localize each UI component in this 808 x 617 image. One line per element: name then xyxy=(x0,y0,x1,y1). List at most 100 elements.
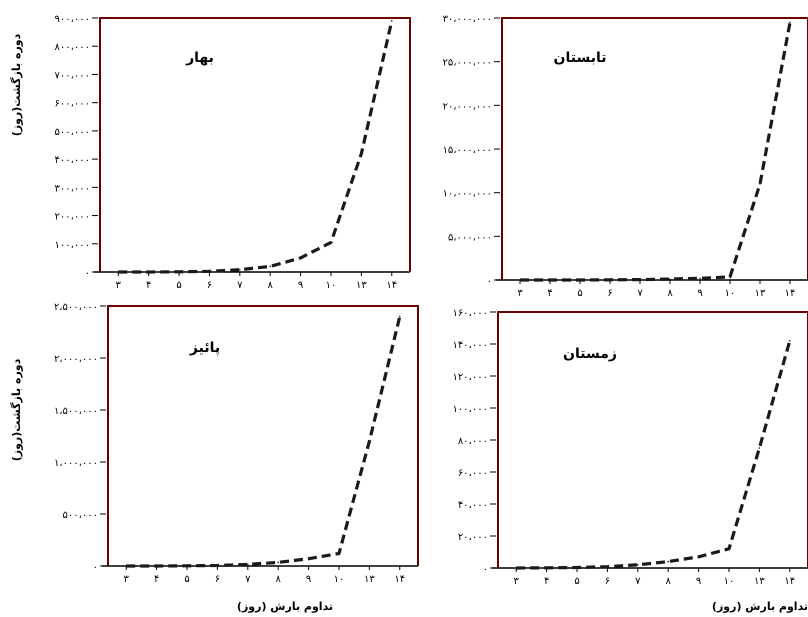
data-point xyxy=(639,278,641,281)
data-point xyxy=(155,565,158,567)
series-line xyxy=(520,22,792,282)
y-tick-label: ۱،۵۰۰،۰۰۰ xyxy=(54,406,98,417)
data-point xyxy=(277,561,279,564)
series-line xyxy=(126,316,402,568)
y-tick-label: ۹۰۰،۰۰۰ xyxy=(55,14,90,25)
y-tick-label: ۷۰۰،۰۰۰ xyxy=(55,70,90,81)
x-tick-label: ۶ xyxy=(215,574,220,585)
y-tick-label: ۲۰،۰۰۰ xyxy=(458,532,488,543)
y-tick-label: ۶۰۰،۰۰۰ xyxy=(55,99,90,110)
x-tick-label: ۷ xyxy=(237,280,243,291)
data-point xyxy=(269,265,271,268)
x-tick-label: ۱۰ xyxy=(724,576,735,587)
data-point xyxy=(579,279,581,281)
data-point xyxy=(338,552,340,555)
data-point xyxy=(606,565,609,568)
x-tick-label: ۸ xyxy=(268,280,274,291)
data-point xyxy=(147,271,150,273)
x-tick-label: ۱۰ xyxy=(326,280,337,291)
data-point xyxy=(789,21,791,24)
y-tick-label: ۱۲۰،۰۰۰ xyxy=(453,372,488,383)
y-tick-label: ۱۰۰،۰۰۰ xyxy=(55,240,90,251)
y-tick-label: ۱۵،۰۰۰،۰۰۰ xyxy=(443,145,492,156)
data-point xyxy=(699,277,701,280)
y-tick-label: ۴۰،۰۰۰ xyxy=(458,500,488,511)
x-tick-label: ۳ xyxy=(116,280,122,291)
x-tick-label: ۶ xyxy=(207,280,212,291)
series-line xyxy=(118,20,394,274)
y-tick-label: ۱،۰۰۰،۰۰۰ xyxy=(54,458,98,469)
x-tick-label: ۱۰ xyxy=(334,574,345,585)
data-point xyxy=(729,276,731,278)
y-tick-label: ۱۰۰،۰۰۰ xyxy=(453,404,488,415)
x-tick-label: ۵ xyxy=(574,576,579,587)
data-point xyxy=(758,447,761,449)
x-tick-label: ۶ xyxy=(605,576,610,587)
data-point xyxy=(545,567,548,569)
chart-title: زمستان xyxy=(563,346,617,362)
data-point xyxy=(247,563,249,566)
x-tick-label: ۴ xyxy=(146,280,151,291)
x-tick-label: ۵ xyxy=(176,280,181,291)
chart-title: پائیز xyxy=(189,340,220,356)
x-tick-label: ۷ xyxy=(637,288,643,299)
data-point xyxy=(307,557,310,560)
y-tick-label: ۶۰،۰۰۰ xyxy=(458,468,488,479)
y-tick-label: ۵۰۰،۰۰۰ xyxy=(55,127,90,138)
x-axis-title-right: تداوم بارش (روز) xyxy=(712,600,808,613)
x-tick-label: ۳ xyxy=(124,574,130,585)
x-tick-label: ۴ xyxy=(154,574,159,585)
data-point xyxy=(697,556,700,558)
x-tick-label: ۹ xyxy=(696,576,701,587)
x-tick-label: ۱۴ xyxy=(784,576,795,587)
x-tick-label: ۷ xyxy=(635,576,641,587)
x-tick-label: ۹ xyxy=(306,574,311,585)
x-tick-label: ۱۴ xyxy=(394,574,405,585)
chart-title: بهار xyxy=(185,50,214,66)
x-tick-label: ۳ xyxy=(514,576,520,587)
y-tick-label: ۳۰۰،۰۰۰ xyxy=(55,183,90,194)
chart-panel-1: بهار ۰ ۱۰۰،۰۰۰ ۲۰۰،۰۰۰ ۳۰۰،۰۰۰ ۴۰۰،۰۰۰ ۵۰۰،۰۰۰… xyxy=(55,14,411,291)
series-line xyxy=(516,340,792,570)
data-point xyxy=(216,564,219,567)
data-point xyxy=(576,566,578,569)
x-tick-label: ۱۴ xyxy=(386,280,397,291)
y-tick-label: ۱۶۰،۰۰۰ xyxy=(453,308,488,319)
y-tick-label: ۸۰۰،۰۰۰ xyxy=(55,42,90,53)
x-tick-label: ۸ xyxy=(276,574,282,585)
x-tick-label: ۱۳ xyxy=(364,574,375,585)
data-point xyxy=(549,279,551,281)
x-tick-label: ۸ xyxy=(667,288,673,299)
data-point xyxy=(669,278,671,280)
plot-frame xyxy=(497,311,808,568)
y-tick-label: ۰ xyxy=(85,268,90,279)
y-tick-label: ۵،۰۰۰،۰۰۰ xyxy=(448,232,492,243)
y-tick-label: ۲۵،۰۰۰،۰۰۰ xyxy=(443,58,492,69)
data-point xyxy=(637,564,639,566)
y-tick-label: ۴۰۰،۰۰۰ xyxy=(55,155,90,166)
y-tick-label: ۸۰،۰۰۰ xyxy=(458,436,488,447)
data-point xyxy=(609,279,611,281)
plot-frame xyxy=(501,17,808,280)
data-point xyxy=(728,548,730,550)
data-point xyxy=(515,567,518,569)
chart-panel-2: تابستان ۰ ۵،۰۰۰،۰۰۰ ۱۰،۰۰۰،۰۰۰ ۱۵،۰۰۰،۰۰۰ ۲۰،… xyxy=(443,14,808,299)
data-point xyxy=(117,271,120,273)
data-point xyxy=(398,315,401,318)
y-tick-label: ۲۰،۰۰۰،۰۰۰ xyxy=(443,101,492,112)
x-tick-label: ۴ xyxy=(547,288,552,299)
x-tick-label: ۹ xyxy=(697,288,702,299)
data-point xyxy=(759,183,761,185)
x-tick-label: ۱۰ xyxy=(725,288,736,299)
data-point xyxy=(368,440,371,443)
data-point xyxy=(186,565,188,567)
data-point xyxy=(667,560,669,563)
x-tick-label: ۵ xyxy=(184,574,189,585)
data-point xyxy=(788,340,791,342)
x-tick-label: ۴ xyxy=(544,576,549,587)
data-point xyxy=(178,271,180,273)
x-tick-label: ۱۳ xyxy=(356,280,367,291)
y-axis-title-top: دوره بازگشت(روز) xyxy=(10,33,23,136)
data-point xyxy=(299,257,302,259)
data-point xyxy=(519,279,521,281)
